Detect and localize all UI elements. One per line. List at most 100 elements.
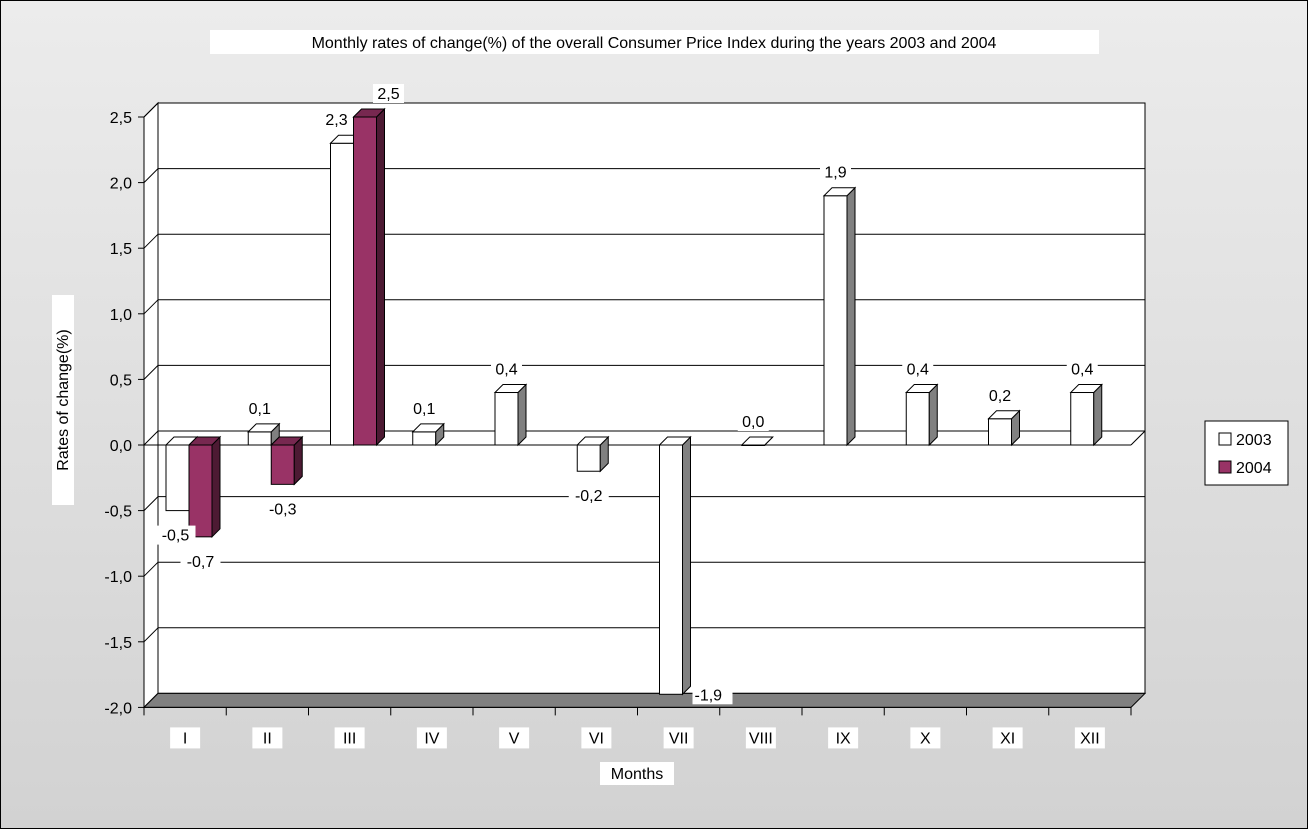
data-label-bg-2004-II: [262, 499, 303, 519]
bar-2003-XI: [988, 418, 1012, 446]
bar-2003-VII: [659, 444, 683, 695]
gridline-side: [143, 299, 159, 315]
x-tick-label-III: III: [343, 730, 356, 747]
gridline-side: [143, 561, 159, 577]
bar-2003-IX: [823, 195, 848, 446]
bar-top-2004-II: [270, 436, 304, 446]
x-tick-label-bg: [745, 727, 776, 749]
y-tick-label: 0,5: [110, 372, 132, 389]
y-tick-label: 0,0: [110, 438, 132, 455]
x-tick-label-X: X: [920, 730, 931, 747]
x-tick-label-I: I: [183, 730, 187, 747]
x-tick-label-bg: [252, 727, 283, 749]
data-label-bg-2003-X: [902, 359, 934, 379]
x-tick-label-IX: IX: [836, 730, 851, 747]
data-label-2003-V: 0,4: [495, 362, 517, 379]
data-label-2003-II: 0,1: [249, 401, 271, 418]
bar-2003-V: [494, 392, 519, 446]
y-tick-label: -1,0: [104, 569, 132, 586]
legend-label-2003: 2003: [1236, 432, 1272, 449]
data-label-2003-VIII: 0,0: [742, 414, 764, 431]
legend: 2003 2004: [1204, 420, 1289, 486]
bar-2003-VI: [576, 444, 601, 472]
plot-back-wall: [157, 102, 1146, 694]
gridline-side: [143, 627, 159, 643]
y-tick-label: 2,5: [110, 110, 132, 127]
x-tick-label-XI: XI: [1000, 730, 1015, 747]
gridline-side: [143, 102, 159, 118]
data-label-bg-2003-XI: [984, 385, 1016, 405]
x-tick-label-bg: [334, 727, 365, 749]
data-label-2003-XII: 0,4: [1071, 362, 1093, 379]
x-tick-label-IV: IV: [424, 730, 439, 747]
bar-top-2003-VII: [658, 436, 692, 446]
legend-swatch-2003: [1218, 432, 1232, 446]
bar-2004-III: [353, 116, 377, 446]
x-tick-label-XII: XII: [1080, 730, 1100, 747]
y-tick-label: -0,5: [104, 504, 132, 521]
bar-2004-II: [270, 444, 295, 485]
x-tick-label-bg: [416, 727, 447, 749]
x-tick-label-II: II: [263, 730, 272, 747]
gridline-side: [143, 233, 159, 249]
bar-side-2003-IX: [846, 186, 856, 447]
bar-2003-XII: [1070, 392, 1095, 446]
x-tick-label-VIII: VIII: [749, 730, 773, 747]
bar-side-2003-VII: [682, 435, 691, 696]
x-tick-label-bg: [170, 727, 201, 749]
data-label-bg-2003-VI: [568, 486, 609, 506]
data-label-2003-IV: 0,1: [413, 401, 435, 418]
data-label-bg-2003-VIII: [737, 412, 769, 431]
bar-2003-IV: [412, 431, 437, 446]
data-label-2004-II: -0,3: [269, 501, 297, 518]
bar-top-2003-IX: [822, 187, 857, 197]
data-label-2003-I: -0,5: [162, 528, 190, 545]
bar-top-2003-X: [905, 384, 939, 394]
data-label-bg-2003-VII: [692, 685, 733, 705]
data-label-2003-X: 0,4: [907, 362, 929, 379]
data-label-2004-III: 2,5: [377, 86, 399, 103]
x-tick-label-bg: [499, 727, 530, 749]
x-tick-label-bg: [581, 727, 612, 749]
x-axis-title: Months: [611, 766, 663, 783]
data-label-bg-2003-III: [321, 110, 352, 130]
zero-line-depth: [1130, 430, 1146, 446]
bar-top-2003-II: [247, 423, 281, 433]
y-tick-label: -2,0: [104, 700, 132, 717]
bar-top-2004-I: [187, 436, 222, 446]
legend-box: [1204, 420, 1289, 486]
bar-side-2003-V: [517, 383, 527, 447]
data-label-bg-2003-I: [155, 525, 196, 545]
bar-top-2003-XI: [987, 410, 1021, 420]
bar-top-2003-VI: [576, 436, 610, 446]
x-tick-label-bg: [1074, 727, 1105, 749]
gridline-side: [143, 496, 159, 511]
gridline-side: [143, 430, 159, 446]
bar-top-2003-V: [493, 384, 528, 394]
bar-2003-II: [247, 431, 272, 446]
x-tick-label-V: V: [509, 730, 520, 747]
data-label-2003-IX: 1,9: [824, 165, 846, 182]
data-label-2003-III: 2,3: [325, 112, 347, 129]
data-label-bg-2003-II: [244, 398, 276, 418]
data-label-bg-2004-I: [180, 551, 221, 571]
legend-label-2004: 2004: [1236, 460, 1272, 477]
x-tick-label-bg: [663, 727, 694, 749]
data-label-2003-VII: -1,9: [695, 687, 723, 704]
bar-top-2003-VIII: [740, 436, 774, 446]
bar-top-2003-IV: [411, 423, 445, 433]
data-label-bg-2003-IV: [408, 398, 440, 418]
bar-2003-I: [165, 444, 190, 512]
plot-side-wall: [143, 101, 159, 709]
bar-side-2003-XII: [1093, 383, 1103, 447]
gridline-side: [143, 365, 159, 380]
bar-top-2003-XII: [1069, 384, 1103, 394]
plot-floor: [142, 692, 1147, 708]
x-tick-label-bg: [828, 727, 859, 749]
data-label-bg-2003-IX: [820, 162, 851, 182]
x-tick-label-VI: VI: [589, 730, 604, 747]
y-tick-label: 1,5: [110, 241, 132, 258]
x-tick-label-VII: VII: [669, 730, 689, 747]
data-label-bg-2004-III: [373, 84, 404, 103]
